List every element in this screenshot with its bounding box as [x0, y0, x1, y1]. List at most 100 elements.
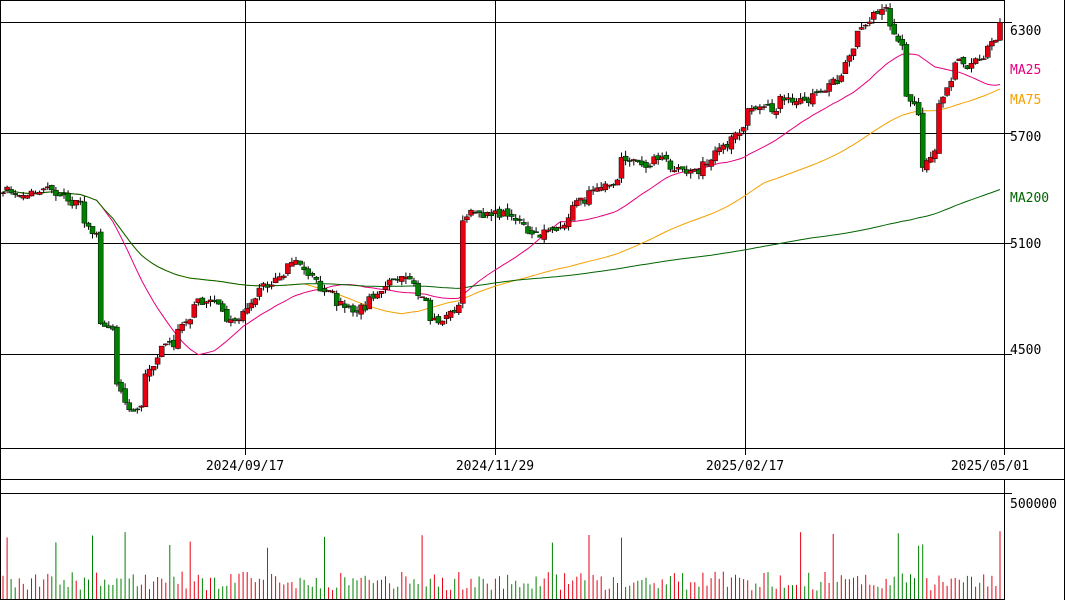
candle-body [626, 160, 633, 162]
candle-body [663, 154, 670, 160]
candle-body [716, 147, 722, 152]
candle-body [456, 304, 462, 313]
candle-body [333, 293, 340, 306]
candle-body [407, 276, 413, 280]
candle-body [49, 185, 55, 191]
price-tick-label: 4500 [1010, 343, 1041, 358]
candle-body [244, 308, 250, 314]
date-tick-label: 2024/09/17 [206, 459, 284, 474]
candle-body [382, 286, 389, 290]
candle-body [879, 9, 885, 15]
candle-body [968, 63, 975, 69]
volume-tick-label: 500000 [1010, 497, 1057, 512]
candle-body [73, 200, 79, 206]
moving-average-lines [2, 53, 1001, 356]
candle-body [472, 212, 478, 214]
candle-body [891, 23, 897, 35]
candle-body [842, 62, 849, 74]
candle-body [228, 319, 234, 323]
candle-body [948, 80, 954, 88]
candle-body [871, 12, 877, 20]
volume-bars [2, 531, 1001, 599]
candle-body [386, 279, 393, 286]
candle-body [268, 284, 275, 287]
candle-body [435, 316, 442, 324]
candle-body [187, 319, 193, 325]
price-tick-label: 5700 [1010, 130, 1041, 145]
candle-body [378, 290, 385, 294]
candle-body [826, 83, 832, 92]
candle-body [769, 103, 775, 113]
candle-body [297, 260, 303, 265]
candle-body [114, 326, 120, 385]
candle-body [903, 44, 910, 97]
candle-body [423, 297, 429, 302]
legend-ma25: MA25 [1010, 63, 1041, 78]
candle-body [740, 127, 747, 132]
candle-body [163, 343, 169, 346]
candle-body [65, 193, 71, 202]
candle-body [215, 299, 222, 305]
candle-body [810, 93, 816, 105]
candle-body [85, 222, 92, 227]
candle-body [447, 310, 454, 318]
candle-body [309, 273, 316, 276]
candle-body [924, 160, 930, 171]
legend-ma75: MA75 [1010, 93, 1041, 108]
candle-body [757, 106, 763, 111]
candle-body [199, 297, 206, 305]
candle-body [97, 231, 104, 325]
candle-body [867, 21, 873, 24]
candle-body [248, 302, 254, 309]
candle-body [895, 35, 902, 42]
candle-body [643, 162, 649, 168]
candle-body [574, 200, 580, 206]
candle-body [350, 305, 356, 313]
candle-body [525, 226, 531, 234]
candle-body [301, 266, 307, 270]
candle-body [980, 58, 987, 60]
candle-body [651, 156, 657, 165]
candles [0, 3, 1003, 414]
candle-body [614, 179, 621, 186]
candle-body [256, 287, 263, 297]
candle-body [728, 136, 735, 150]
candle-body [777, 95, 784, 109]
candle-body [219, 303, 226, 312]
candle-body [545, 229, 552, 232]
candle-body [606, 184, 613, 187]
candle-body [411, 280, 417, 284]
candle-body [158, 345, 165, 357]
candle-body [907, 94, 914, 102]
candle-body [224, 309, 230, 322]
price-tick-label: 6300 [1010, 24, 1041, 39]
candle-body [154, 357, 161, 365]
candle-body [838, 75, 845, 82]
candle-body [276, 276, 283, 281]
candle-body [569, 205, 576, 221]
candle-body [150, 366, 157, 371]
candle-body [122, 388, 128, 403]
candle-body [834, 80, 840, 84]
candle-body [700, 161, 706, 177]
candle-body [797, 98, 804, 104]
candle-body [118, 381, 124, 392]
candle-body [81, 201, 88, 224]
candle-body [89, 226, 96, 235]
candle-body [415, 282, 421, 296]
candle-body [134, 408, 141, 411]
candle-body [773, 111, 779, 115]
candle-body [305, 268, 311, 276]
candle-body [191, 304, 198, 318]
candle-body [488, 212, 495, 216]
candle-body [232, 318, 238, 321]
candle-body [985, 45, 991, 58]
candle-body [325, 290, 332, 292]
candle-body [521, 222, 527, 225]
candle-body [761, 106, 767, 108]
candle-body [533, 231, 539, 233]
candle-body [252, 298, 259, 305]
candle-body [272, 277, 279, 284]
